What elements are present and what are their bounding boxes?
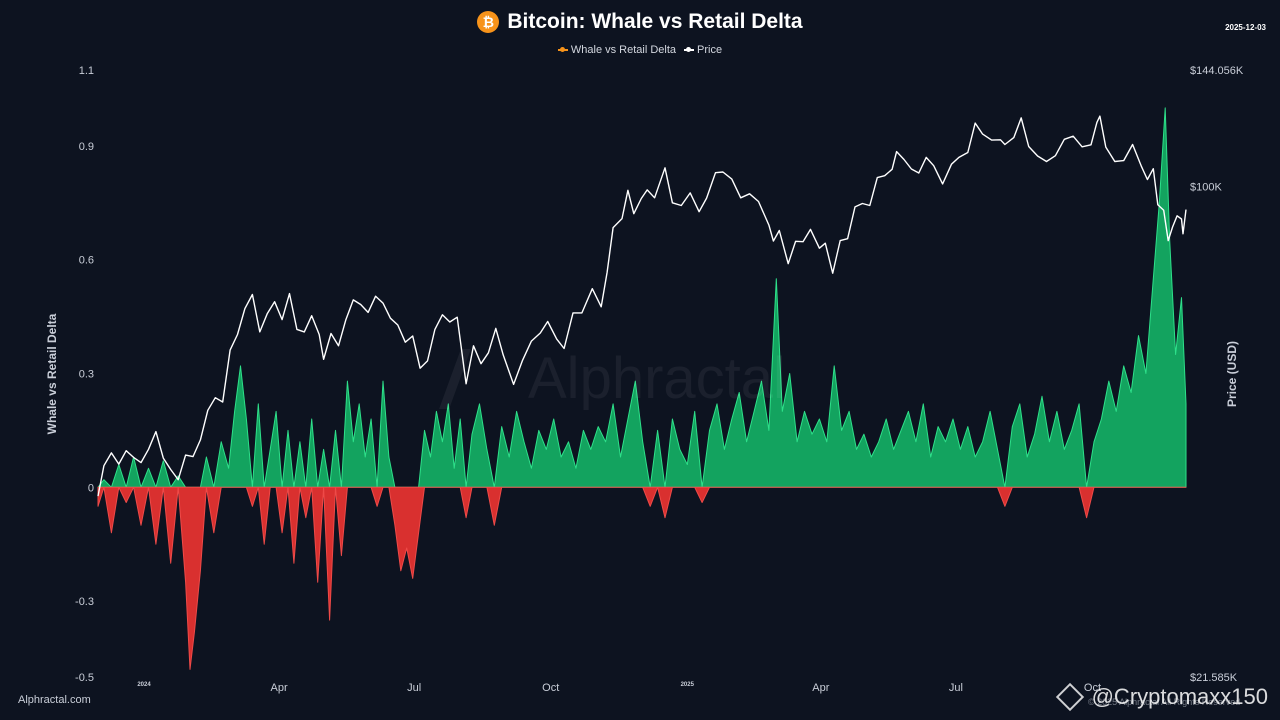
x-tick-label: Apr: [271, 682, 288, 694]
x-tick-label: 2025: [681, 682, 695, 688]
legend-item-price[interactable]: Price: [684, 44, 722, 56]
delta-area-series: [97, 107, 1187, 670]
y-left-tick-label: -0.5: [75, 672, 94, 684]
x-tick-label: Oct: [542, 682, 559, 694]
chart-legend: Whale vs Retail Delta Price: [0, 44, 1280, 56]
y-right-tick-label: $21.585K: [1190, 672, 1238, 684]
delta-positive-area: [97, 107, 1187, 488]
handle-text: @Cryptomaxx150: [1091, 684, 1268, 709]
binance-diamond-icon: [1055, 682, 1084, 712]
bitcoin-icon: ₿: [477, 11, 500, 33]
price-line: [97, 115, 1187, 497]
chart-date: 2025-12-03: [1225, 23, 1266, 32]
y-left-tick-label: 0.3: [79, 369, 94, 381]
legend-item-delta[interactable]: Whale vs Retail Delta: [557, 44, 677, 56]
chart-header: ₿ Bitcoin: Whale vs Retail Delta: [0, 10, 1280, 34]
chart-title: Bitcoin: Whale vs Retail Delta: [507, 10, 803, 33]
x-tick-label: Jul: [407, 682, 421, 694]
y-right-tick-label: $100K: [1190, 182, 1222, 194]
axes: 1.1 0.9 0.6 0.3 0 -0.3 -0.5 $144.056K $100K $21.5…: [45, 65, 1244, 694]
y-left-axis-title: Whale vs Retail Delta: [45, 313, 59, 434]
y-left-tick-label: 1.1: [79, 65, 94, 77]
legend-marker-icon: [557, 47, 568, 52]
author-handle: @Cryptomaxx150: [1055, 682, 1268, 712]
delta-negative-area: [97, 486, 1187, 670]
y-left-tick-label: 0.9: [79, 141, 94, 153]
legend-label: Whale vs Retail Delta: [570, 44, 677, 56]
y-left-tick-label: 0: [88, 482, 94, 494]
source-label: Alphractal.com: [18, 694, 91, 706]
x-tick-label: Oct: [1084, 682, 1101, 694]
price-line-series: [97, 115, 1187, 497]
x-tick-label: 2024: [137, 682, 151, 688]
y-left-tick-label: -0.3: [75, 596, 94, 608]
legend-label: Price: [697, 44, 723, 56]
copyright-text: © 2025 Alphractal All Rights Reserved: [1088, 697, 1241, 707]
y-right-axis-title: Price (USD): [1225, 341, 1239, 407]
legend-marker-icon: [684, 47, 695, 52]
y-left-tick-label: 0.6: [79, 255, 94, 267]
x-tick-label: Apr: [812, 682, 829, 694]
x-tick-label: Jul: [949, 682, 963, 694]
y-right-tick-label: $144.056K: [1190, 65, 1244, 77]
